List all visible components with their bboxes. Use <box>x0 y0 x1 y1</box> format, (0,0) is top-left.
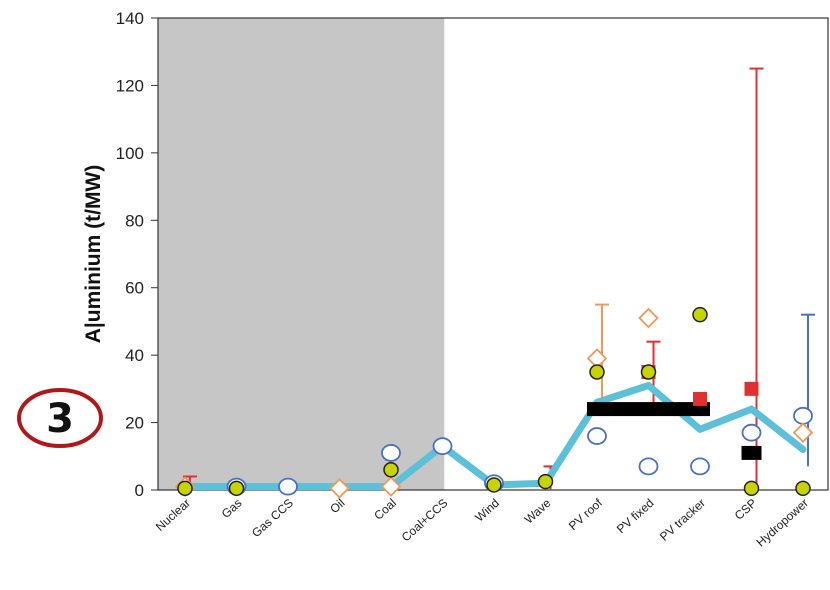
y-tick-label: 100 <box>116 144 144 163</box>
open-diamond-point <box>329 478 350 499</box>
filled-circle-point <box>537 473 554 490</box>
x-tick-label: PV roof <box>566 495 606 533</box>
red-square-point <box>744 381 759 396</box>
badge-circle <box>17 388 103 448</box>
open-diamond-point <box>380 476 402 497</box>
open-circle-point <box>793 406 813 425</box>
y-axis-label: A|uminium (t/MW) <box>82 165 105 344</box>
x-tick-label: Wind <box>472 496 502 525</box>
range-bar <box>741 445 762 460</box>
x-tick-label: Coal <box>371 496 399 523</box>
filled-circle-point <box>640 364 657 380</box>
open-circle-point <box>638 457 659 476</box>
filled-circle-point <box>228 480 245 497</box>
open-circle-point <box>278 477 298 496</box>
filled-circle-point <box>177 480 193 497</box>
x-tick-label: PV tracker <box>657 496 708 544</box>
y-tick-label: 0 <box>135 481 144 500</box>
x-tick-label: CSP <box>732 496 760 523</box>
open-circle-point <box>432 437 453 456</box>
range-bar <box>587 402 710 417</box>
open-circle-point <box>741 423 762 442</box>
filled-circle-point <box>743 480 760 497</box>
x-tick-label: Gas CCS <box>249 496 296 540</box>
open-diamond-point <box>638 307 659 329</box>
open-circle-point <box>587 427 607 445</box>
x-tick-label: PV fixed <box>614 496 657 536</box>
y-tick-label: 60 <box>125 279 144 298</box>
badge-number: 3 <box>46 396 74 442</box>
filled-circle-point <box>589 364 605 380</box>
x-tick-label: Oil <box>327 496 347 516</box>
x-tick-label: Nuclear <box>153 496 193 534</box>
filled-circle-point <box>383 462 399 478</box>
red-square-point <box>693 391 707 406</box>
open-diamond-point <box>792 422 814 443</box>
x-tick-label: Coal+CCS <box>399 496 451 545</box>
y-tick-label: 20 <box>125 414 144 433</box>
shaded-region <box>158 18 445 490</box>
open-circle-point <box>690 457 710 476</box>
x-tick-label: Gas <box>219 496 245 521</box>
y-tick-label: 140 <box>116 9 144 28</box>
x-tick-label: Wave <box>522 496 554 527</box>
filled-circle-point <box>692 306 708 323</box>
open-circle-point <box>381 444 401 462</box>
y-tick-label: 40 <box>125 346 144 365</box>
y-tick-label: 120 <box>116 76 144 95</box>
y-tick-label: 80 <box>125 211 144 230</box>
x-tick-label: Hydropower <box>754 496 811 550</box>
filled-circle-point <box>795 480 811 497</box>
filled-circle-point <box>486 477 502 493</box>
